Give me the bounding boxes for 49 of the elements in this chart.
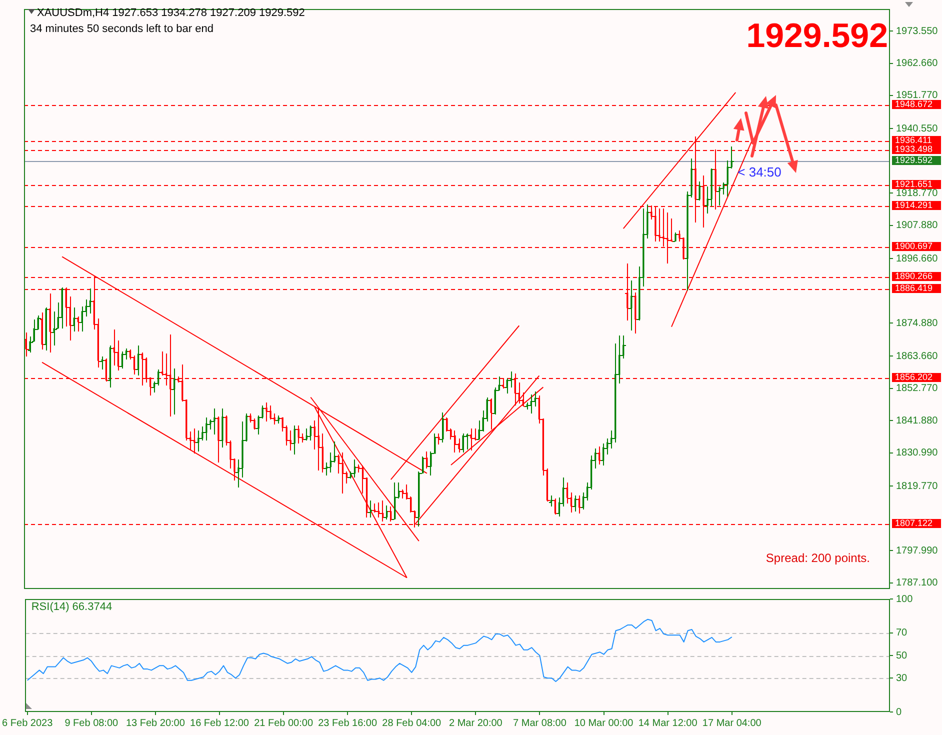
annotation: 1929.592 [746,17,888,55]
y-tick-label: 1962.660 [896,58,938,70]
ref-line-label: 1807.122 [895,518,933,528]
y-tick-label: 100 [896,594,914,605]
y-tick-label: 0 [896,706,902,718]
ref-line-label: 1890.266 [895,270,933,281]
ref-line-label: 1921.651 [895,178,933,189]
ref-line-label: 1948.672 [895,98,933,109]
chart-title: RSI(14) 66.3744 [31,601,112,613]
chart-title: XAUUSDm,H4 1927.653 1934.278 1927.209 1929.592 [37,7,305,19]
ref-line-label: 1933.498 [895,144,933,154]
x-tick-label: 28 Feb 04:00 [382,718,442,729]
x-tick-label: 23 Feb 16:00 [318,718,378,729]
x-tick-label: 16 Feb 12:00 [190,718,250,729]
y-tick-label: 1973.550 [896,26,938,37]
ref-line-label: 1914.291 [895,200,933,210]
y-tick-label: 1907.880 [896,220,938,232]
annotation: < 34:50 [738,164,782,180]
y-tick-label: 1841.880 [896,415,938,426]
y-tick-label: 1874.880 [896,318,938,329]
y-tick-label: 1896.660 [896,253,938,264]
y-tick-label: 1951.770 [896,90,938,102]
text: 34 minutes 50 seconds left to bar end [30,23,214,35]
x-tick-label: 10 Mar 00:00 [574,718,634,729]
ref-line-label: 1929.592 [895,154,933,165]
ref-line-label: 1900.697 [895,240,933,251]
x-tick-label: 14 Mar 12:00 [638,718,698,729]
y-tick-label: 50 [896,650,908,662]
y-tick-label: 1863.660 [896,350,938,362]
annotation: Spread: 200 points. [766,551,870,565]
y-tick-label: 70 [896,628,908,639]
y-tick-label: 1918.770 [896,188,938,199]
x-tick-label: 9 Feb 08:00 [64,718,119,729]
y-tick-label: 1940.550 [896,123,938,134]
y-tick-label: 1830.990 [896,448,938,459]
x-tick-label: 6 Feb 2023 [2,718,54,729]
x-tick-label: 7 Mar 08:00 [513,718,567,729]
ref-line-label: 1886.419 [895,282,933,293]
ref-line-label: 1936.411 [895,134,932,145]
y-tick-label: 1819.770 [896,480,938,492]
x-tick-label: 13 Feb 20:00 [126,718,186,729]
y-tick-label: 1852.770 [896,383,938,394]
x-tick-label: 17 Mar 04:00 [702,718,762,729]
x-tick-label: 2 Mar 20:00 [449,718,503,729]
ref-line-label: 1856.202 [895,372,933,382]
y-tick-label: 30 [896,672,908,684]
y-tick-label: 1797.990 [896,545,938,556]
y-tick-label: 1787.100 [896,578,938,589]
x-tick-label: 21 Feb 00:00 [254,718,314,729]
